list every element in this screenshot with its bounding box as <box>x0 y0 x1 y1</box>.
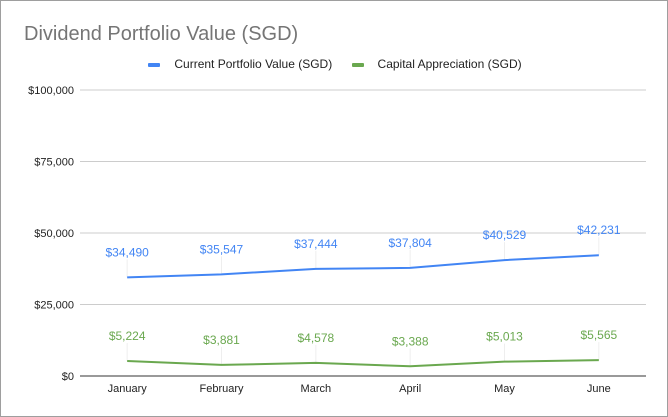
data-label: $5,224 <box>109 329 146 343</box>
legend-swatch <box>148 62 161 67</box>
y-tick-label: $75,000 <box>34 157 74 169</box>
x-tick-label: June <box>587 383 611 395</box>
data-label: $40,529 <box>483 228 527 242</box>
chart-title: Dividend Portfolio Value (SGD) <box>24 23 299 45</box>
data-label: $3,388 <box>392 334 429 348</box>
legend-swatch <box>351 62 364 67</box>
x-tick-label: April <box>399 383 421 395</box>
data-label: $5,565 <box>580 328 617 342</box>
x-tick-label: January <box>108 383 148 395</box>
y-tick-label: $0 <box>62 371 74 383</box>
data-label: $42,231 <box>577 223 621 237</box>
x-tick-label: February <box>199 383 244 395</box>
data-label: $3,881 <box>203 333 240 347</box>
legend: Current Portfolio Value (SGD) Capital Ap… <box>1 57 668 71</box>
x-tick-label: March <box>301 383 332 395</box>
series-line-0 <box>127 254 599 279</box>
y-tick-label: $50,000 <box>34 228 74 240</box>
legend-label: Current Portfolio Value (SGD) <box>174 57 333 71</box>
data-label: $4,578 <box>297 331 334 345</box>
legend-item-capital[interactable]: Capital Appreciation (SGD) <box>351 57 522 71</box>
legend-item-portfolio[interactable]: Current Portfolio Value (SGD) <box>148 57 332 71</box>
data-label: $37,804 <box>388 236 432 250</box>
data-label: $37,444 <box>294 237 338 251</box>
data-label: $34,490 <box>105 245 149 259</box>
legend-label: Capital Appreciation (SGD) <box>377 57 522 71</box>
x-tick-label: May <box>494 383 515 395</box>
data-label: $5,013 <box>486 330 523 344</box>
y-tick-label: $100,000 <box>28 85 74 97</box>
data-label: $35,547 <box>200 242 244 256</box>
series-line-1 <box>127 359 599 368</box>
y-tick-label: $25,000 <box>34 300 74 312</box>
